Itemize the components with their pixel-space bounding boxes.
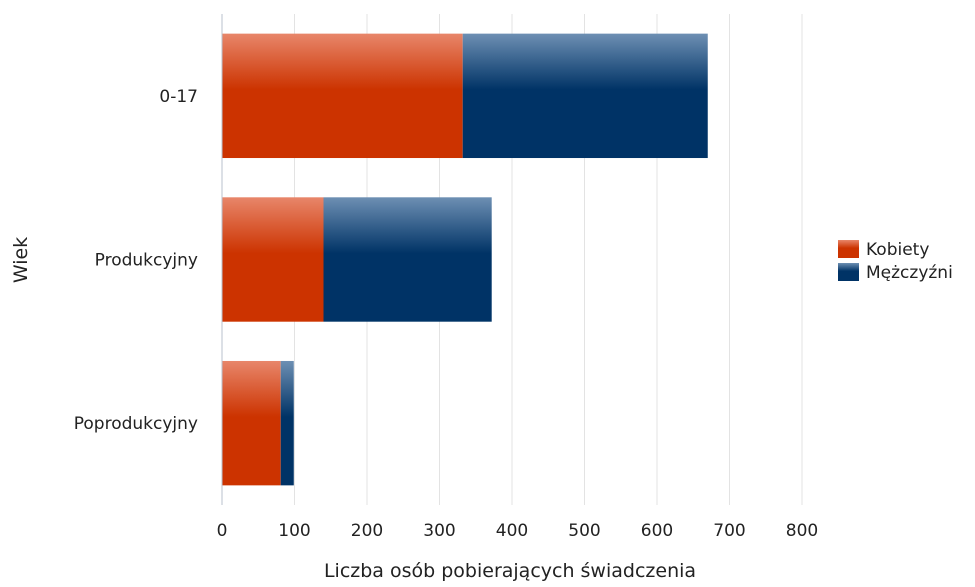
bar-poprodukcyjny-mężczyźni — [280, 360, 294, 486]
y-category-label-1: Produkcyjny — [95, 251, 198, 271]
legend-label-0: Kobiety — [866, 240, 929, 260]
legend-swatch-1 — [838, 263, 859, 281]
y-category-label-0: 0-17 — [159, 87, 198, 107]
bars — [222, 33, 708, 486]
x-tick-label-700: 700 — [713, 521, 745, 541]
x-tick-label-400: 400 — [496, 521, 528, 541]
x-tick-label-500: 500 — [568, 521, 600, 541]
x-tick-label-600: 600 — [641, 521, 673, 541]
y-category-label-2: Poprodukcyjny — [74, 414, 198, 434]
x-tick-label-0: 0 — [217, 521, 228, 541]
bar-produkcyjny-kobiety — [222, 197, 324, 322]
bar-0-17-kobiety — [222, 33, 463, 159]
bar-produkcyjny-mężczyźni — [323, 197, 492, 322]
x-tick-label-200: 200 — [351, 521, 383, 541]
bar-poprodukcyjny-kobiety — [222, 360, 281, 486]
bar-0-17-mężczyźni — [462, 33, 708, 159]
legend-swatch-0 — [838, 240, 859, 258]
x-tick-label-300: 300 — [423, 521, 455, 541]
legend-label-1: Mężczyźni — [866, 263, 953, 283]
legend: Kobiety Mężczyźni — [838, 240, 953, 283]
x-tick-label-800: 800 — [786, 521, 818, 541]
x-tick-label-100: 100 — [278, 521, 310, 541]
y-axis-title: Wiek — [10, 237, 32, 283]
x-axis-title: Liczba osób pobierających świadczenia — [324, 560, 696, 582]
axes: 0 100 200 300 400 500 600 700 800 0-17 Produkcyjny… — [74, 14, 818, 541]
